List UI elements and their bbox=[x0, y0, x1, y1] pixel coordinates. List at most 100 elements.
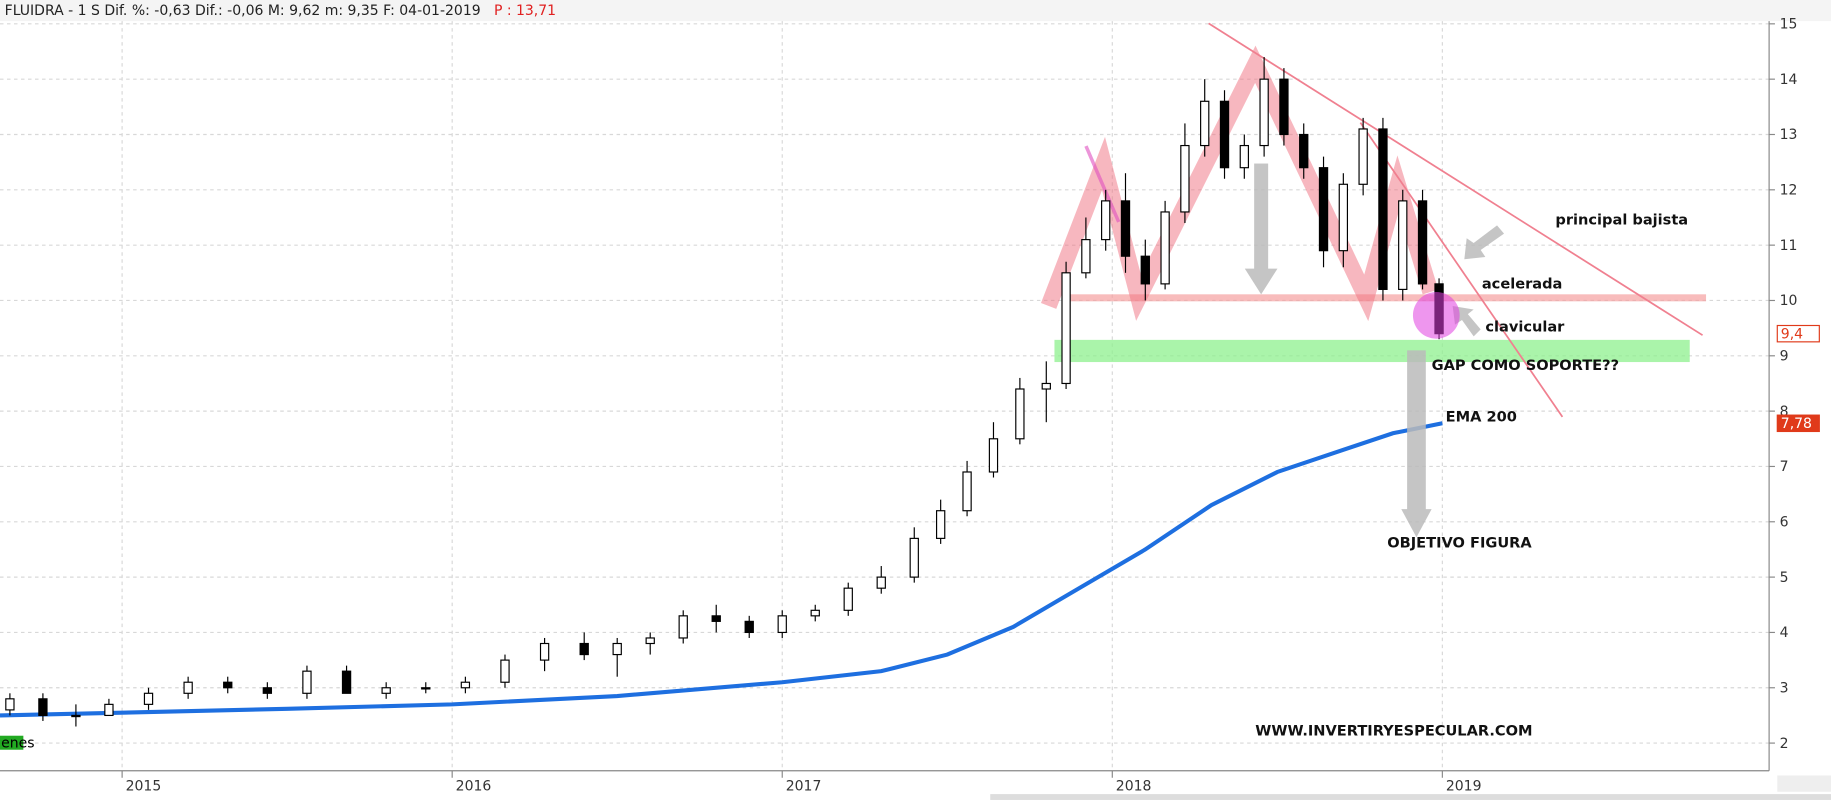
annotation: OBJETIVO FIGURA bbox=[1387, 535, 1532, 552]
label-box bbox=[0, 735, 24, 750]
candle-body bbox=[645, 637, 655, 645]
y-tick-label: 9 bbox=[1780, 348, 1789, 364]
candle-body bbox=[1180, 144, 1190, 213]
candle-body bbox=[143, 692, 154, 705]
main-trendline bbox=[1208, 22, 1704, 336]
price-label: 7,78 bbox=[1781, 416, 1812, 432]
candle-body bbox=[1081, 239, 1091, 274]
arrow bbox=[1452, 305, 1481, 337]
y-tick-label: 12 bbox=[1780, 182, 1798, 198]
candle-body bbox=[962, 471, 972, 512]
header-bar bbox=[0, 0, 1831, 22]
candle-body bbox=[183, 681, 193, 694]
y-tick-label: 15 bbox=[1780, 17, 1798, 33]
candle-body bbox=[935, 510, 946, 539]
x-tick-label: 2016 bbox=[456, 779, 492, 795]
candle-body bbox=[341, 670, 352, 694]
candle-body bbox=[302, 670, 312, 694]
candle-body bbox=[843, 587, 853, 611]
annotation: clavicular bbox=[1485, 319, 1565, 336]
y-tick-label: 8 bbox=[1780, 404, 1789, 420]
candle-body bbox=[1417, 200, 1428, 285]
candle-body bbox=[1101, 200, 1111, 241]
candle-body bbox=[460, 681, 471, 689]
gap-band bbox=[1054, 339, 1690, 363]
candle-body bbox=[1338, 183, 1349, 252]
candle-body bbox=[1120, 200, 1131, 257]
y-tick-label: 10 bbox=[1780, 293, 1798, 309]
candle-body bbox=[744, 620, 754, 634]
candle-body bbox=[988, 438, 999, 473]
marks bbox=[0, 57, 1444, 727]
annotation: principal bajista bbox=[1555, 211, 1688, 228]
candle-body bbox=[539, 642, 550, 661]
scrollbar bbox=[990, 794, 1831, 800]
arrows bbox=[1244, 163, 1505, 538]
arrow bbox=[1244, 268, 1278, 295]
candle-body bbox=[104, 703, 114, 717]
accel-trendline bbox=[1359, 122, 1564, 418]
candle-body bbox=[1259, 78, 1269, 147]
annotation: GAP COMO SOPORTE?? bbox=[1432, 357, 1619, 374]
arrow bbox=[1401, 509, 1432, 538]
y-tick-label: 4 bbox=[1780, 625, 1789, 641]
candle-body bbox=[1015, 388, 1025, 440]
grid: 2 3 4 5 6 7 8 9 10 11 12 13 14 15 2015 2016 2017 2018 2019… bbox=[0, 17, 1820, 795]
y-tick-label: 6 bbox=[1780, 514, 1789, 530]
candle-body bbox=[71, 714, 81, 718]
shoulder-line bbox=[1084, 145, 1121, 223]
y-tick-label: 3 bbox=[1780, 680, 1789, 696]
clavicular-circle bbox=[1412, 291, 1460, 339]
candle-body bbox=[810, 609, 820, 617]
candle-body bbox=[38, 698, 48, 717]
neckline bbox=[1064, 294, 1707, 302]
header-text: FLUIDRA - 1 S Dif. %: -0,63 Dif.: -0,06 … bbox=[5, 3, 481, 19]
candle-body bbox=[909, 537, 919, 578]
header-price: P : 13,71 bbox=[494, 3, 556, 19]
candle-body bbox=[1358, 128, 1368, 185]
price-label: 9,4 bbox=[1781, 326, 1803, 342]
x-tick-label: 2015 bbox=[126, 779, 162, 795]
hch-pattern bbox=[1040, 45, 1439, 322]
candle-body bbox=[1299, 133, 1309, 169]
y-tick-label: 7 bbox=[1780, 459, 1789, 475]
candle-body bbox=[1378, 128, 1388, 290]
price-label-box bbox=[1776, 324, 1820, 343]
candle-body bbox=[1239, 144, 1249, 169]
x-tick-label: 2017 bbox=[786, 779, 822, 795]
y-tick-label: 5 bbox=[1780, 570, 1789, 586]
annotation: enes bbox=[1, 735, 34, 751]
candle-body bbox=[1318, 167, 1329, 252]
annotation: WWW.INVERTIRYESPECULAR.COM bbox=[1255, 723, 1532, 740]
annotation: acelerada bbox=[1482, 275, 1563, 292]
candle-body bbox=[421, 687, 431, 690]
x-tick-label: 2018 bbox=[1116, 779, 1152, 795]
y-tick-label: 2 bbox=[1780, 736, 1789, 752]
toolbar bbox=[1777, 775, 1831, 792]
candle-body bbox=[5, 698, 15, 711]
candle-body bbox=[223, 681, 233, 689]
candle-body bbox=[1219, 100, 1230, 169]
candle-body bbox=[1140, 255, 1150, 285]
y-tick-label: 13 bbox=[1780, 127, 1798, 143]
y-tick-label: 14 bbox=[1780, 72, 1798, 88]
candle-body bbox=[1200, 100, 1210, 147]
candle-body bbox=[1398, 200, 1408, 290]
ema-line bbox=[0, 421, 1443, 718]
price-label-box bbox=[1776, 414, 1820, 433]
candle-body bbox=[1061, 272, 1071, 385]
arrow bbox=[1464, 225, 1505, 260]
candle-body bbox=[1279, 78, 1289, 136]
candle-body bbox=[711, 615, 721, 622]
y-tick-label: 11 bbox=[1780, 238, 1798, 254]
candle-body bbox=[777, 615, 787, 634]
candle-body bbox=[612, 642, 622, 656]
candle-body bbox=[579, 642, 589, 656]
candle-body bbox=[678, 615, 688, 639]
candle-body bbox=[1160, 211, 1170, 285]
candle-body bbox=[262, 687, 273, 694]
annotation: EMA 200 bbox=[1446, 409, 1517, 426]
arrow bbox=[1407, 350, 1426, 512]
